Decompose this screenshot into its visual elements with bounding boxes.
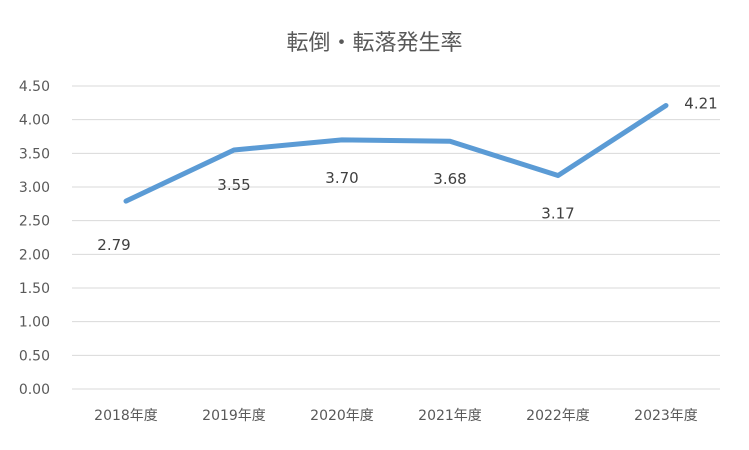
data-labels: 2.79 3.55 3.70 3.68 3.17 4.21: [97, 95, 717, 255]
x-tick-label: 2023年度: [634, 408, 698, 424]
y-tick-label: 3.00: [19, 180, 50, 196]
y-axis-ticks: 0.00 0.50 1.00 1.50 2.00 2.50 3.00 3.50 4.00 4.50: [19, 79, 50, 398]
data-label: 4.21: [684, 95, 717, 113]
x-tick-label: 2018年度: [94, 408, 158, 424]
data-label: 2.79: [97, 236, 130, 254]
y-tick-label: 1.00: [19, 315, 50, 331]
y-tick-label: 2.00: [19, 247, 50, 263]
x-tick-label: 2021年度: [418, 408, 482, 424]
x-tick-label: 2019年度: [202, 408, 266, 424]
y-tick-label: 4.50: [19, 79, 50, 95]
y-tick-label: 2.50: [19, 214, 50, 230]
data-label: 3.68: [433, 170, 466, 188]
x-tick-label: 2020年度: [310, 408, 374, 424]
y-tick-label: 0.00: [19, 382, 50, 398]
chart-title: 転倒・転落発生率: [286, 31, 462, 56]
y-tick-label: 0.50: [19, 348, 50, 364]
x-axis-ticks: 2018年度 2019年度 2020年度 2021年度 2022年度 2023年度: [94, 408, 698, 424]
data-label: 3.70: [325, 169, 358, 187]
y-tick-label: 3.50: [19, 146, 50, 162]
series-layer: [123, 103, 669, 204]
data-label: 3.55: [217, 176, 250, 194]
gridlines: [72, 85, 720, 390]
y-tick-label: 1.50: [19, 281, 50, 297]
data-label: 3.17: [541, 205, 574, 223]
series-line: [123, 103, 669, 204]
y-tick-label: 4.00: [19, 113, 50, 129]
x-tick-label: 2022年度: [526, 408, 590, 424]
